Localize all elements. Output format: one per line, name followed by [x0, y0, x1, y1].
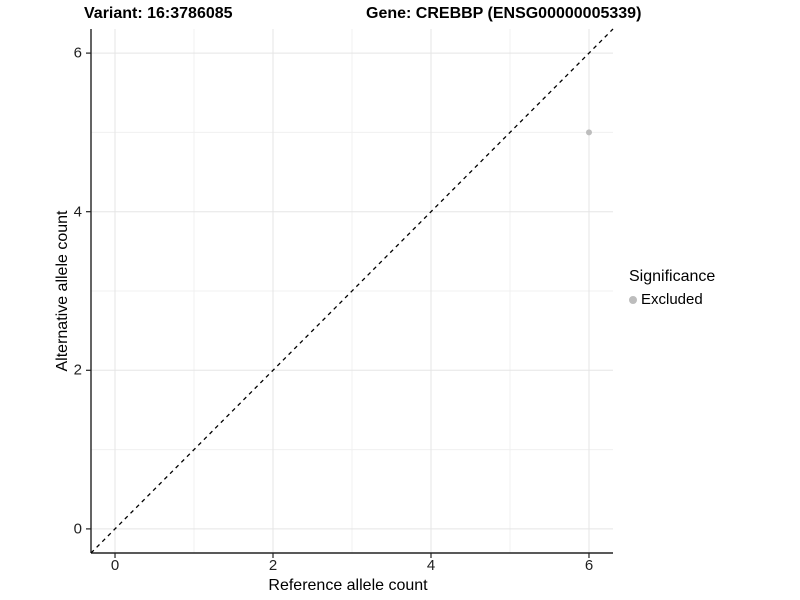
y-tick-label: 6 [73, 44, 82, 62]
y-tick-label: 4 [73, 203, 82, 221]
y-axis-title: Alternative allele count [54, 210, 71, 372]
plot-title-variant: Variant: 16:3786085 [84, 5, 233, 22]
legend-title: Significance [629, 268, 716, 285]
plot-title-gene: Gene: CREBBP (ENSG00000005339) [366, 5, 642, 22]
x-tick-label: 2 [268, 557, 278, 574]
x-axis-title: Reference allele count [268, 577, 428, 594]
data-point [585, 129, 592, 136]
x-tick-label: 6 [584, 557, 594, 574]
x-tick-label: 0 [110, 557, 120, 574]
legend-item-label: Excluded [641, 291, 703, 308]
y-tick-label: 2 [73, 361, 82, 379]
legend-item: Excluded [629, 291, 715, 308]
identity-line [90, 28, 614, 554]
y-tick-label: 0 [73, 520, 82, 538]
legend-point-icon [629, 295, 637, 304]
legend: Significance Excluded [629, 268, 715, 308]
x-tick-label: 4 [426, 557, 436, 574]
legend-items: Excluded [629, 291, 715, 308]
